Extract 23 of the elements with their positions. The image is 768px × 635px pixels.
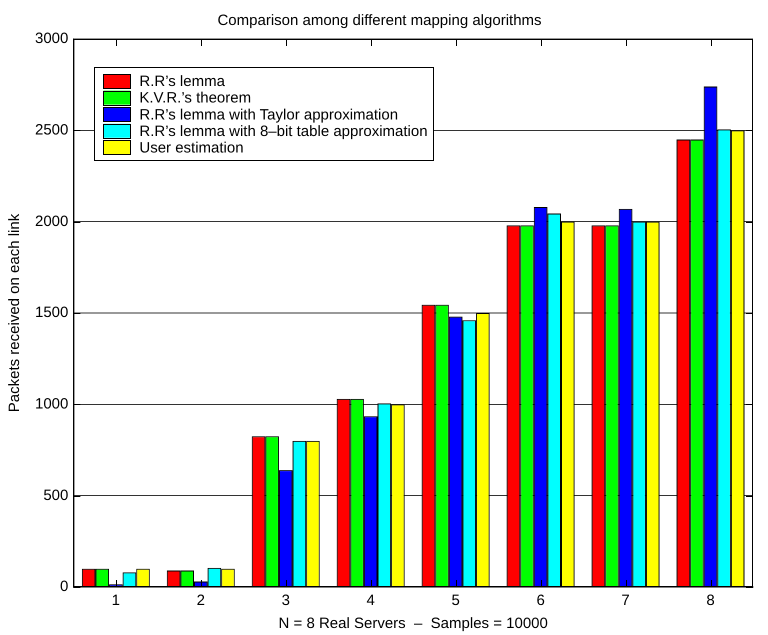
x-tick-label: 7 bbox=[621, 592, 630, 610]
legend-label: User estimation bbox=[139, 140, 244, 157]
x-tick-label: 1 bbox=[112, 592, 120, 610]
x-tick-label: 2 bbox=[196, 592, 205, 610]
legend-label: K.V.R.’s theorem bbox=[139, 90, 252, 107]
legend-label: R.R’s lemma with 8–bit table approximation bbox=[139, 122, 428, 140]
x-tick-label: 4 bbox=[366, 592, 375, 610]
x-tick-label: 8 bbox=[706, 592, 715, 610]
y-tick-label: 2500 bbox=[34, 121, 68, 138]
legend-label: R.R’s lemma with Taylor approximation bbox=[139, 106, 398, 124]
y-tick-label: 1500 bbox=[34, 304, 68, 322]
y-tick-label: 3000 bbox=[34, 30, 68, 48]
x-axis-title: N = 8 Real Servers – Samples = 10000 bbox=[278, 615, 548, 632]
x-tick-label: 6 bbox=[536, 592, 545, 610]
x-tick-label: 5 bbox=[451, 592, 460, 610]
y-tick-label: 1000 bbox=[34, 395, 68, 412]
x-tick-label: 3 bbox=[282, 592, 290, 610]
chart-title: Comparison among different mapping algorithms bbox=[217, 12, 542, 30]
legend-label: R.R’s lemma bbox=[139, 73, 226, 90]
y-axis-title: Packets received on each link bbox=[6, 213, 24, 412]
y-tick-label: 2000 bbox=[34, 212, 68, 230]
y-tick-label: 500 bbox=[43, 486, 68, 504]
y-tick-label: 0 bbox=[60, 578, 68, 596]
